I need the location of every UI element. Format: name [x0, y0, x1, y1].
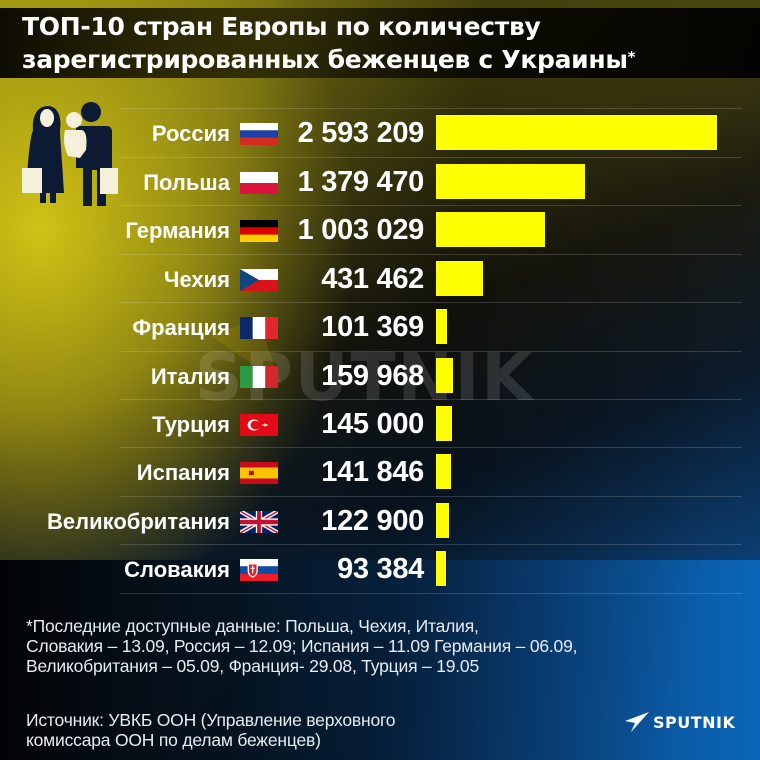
footnote: *Последние доступные данные: Польша, Чех… [26, 616, 746, 676]
value-label: 2 593 209 [297, 117, 425, 149]
value-label: 93 384 [337, 553, 424, 585]
title-asterisk: * [627, 48, 636, 66]
chart-title: ТОП-10 стран Европы по количеству зареги… [22, 10, 752, 76]
title-band [0, 8, 760, 78]
country-label: Словакия [124, 557, 230, 582]
bar [436, 454, 451, 489]
chart-row-italy: Италия 159 968 [0, 353, 760, 401]
row-divider [120, 351, 742, 352]
country-label: Польша [143, 170, 230, 195]
row-divider [120, 302, 742, 303]
country-label: Италия [150, 364, 230, 389]
turkey-flag-icon [240, 414, 278, 436]
country-label: Германия [125, 218, 230, 243]
bar [436, 309, 447, 344]
country-label: Турция [152, 412, 230, 437]
source-line-1: Источник: УВКБ ООН (Управление верховног… [26, 710, 396, 730]
refugees-family-icon [22, 102, 118, 206]
row-divider [120, 593, 742, 594]
value-label: 431 462 [321, 263, 424, 295]
sputnik-wing-icon [625, 712, 649, 732]
source-note: Источник: УВКБ ООН (Управление верховног… [26, 710, 586, 750]
slovakia-flag-icon [240, 559, 278, 581]
value-label: 1 379 470 [297, 166, 425, 198]
chart-row-poland: Польша 1 379 470 [0, 159, 760, 207]
bar [436, 551, 446, 586]
row-divider [120, 399, 742, 400]
footnote-line-1: *Последние доступные данные: Польша, Чех… [26, 616, 479, 636]
germany-flag-icon [240, 220, 278, 242]
chart-row-germany: Германия 1 003 029 [0, 207, 760, 255]
chart-row-slovakia: Словакия 93 384 [0, 546, 760, 594]
italy-flag-icon [240, 366, 278, 388]
value-label: 159 968 [321, 360, 424, 392]
country-label: Россия [151, 121, 230, 146]
chart-row-czechia: Чехия 431 462 [0, 256, 760, 304]
source-line-2: комиссара ООН по делам беженцев) [26, 730, 321, 750]
sputnik-logo: SPUTNIK [625, 710, 735, 734]
row-divider [120, 544, 742, 545]
bar [436, 406, 452, 441]
value-label: 1 003 029 [297, 214, 425, 246]
chart-row-uk: Великобритания 122 900 [0, 498, 760, 546]
row-divider [120, 496, 742, 497]
spain-flag-icon [240, 462, 278, 484]
uk-flag-icon [240, 511, 278, 533]
chart-row-russia: Россия 2 593 209 [0, 110, 760, 158]
bar [436, 115, 717, 150]
chart-row-spain: Испания 141 846 [0, 449, 760, 497]
value-label: 141 846 [321, 456, 424, 488]
value-label: 145 000 [321, 408, 424, 440]
bar [436, 212, 545, 247]
country-label: Испания [136, 460, 230, 485]
row-divider [120, 254, 742, 255]
country-label: Чехия [164, 267, 230, 292]
row-divider [120, 108, 742, 109]
title-line-1: ТОП-10 стран Европы по количеству [22, 12, 541, 41]
row-divider [120, 447, 742, 448]
bar [436, 164, 585, 199]
bar [436, 503, 449, 538]
chart-row-france: Франция 101 369 [0, 304, 760, 352]
bar [436, 358, 453, 393]
footnote-line-3: Великобритания – 05.09, Франция- 29.08, … [26, 656, 480, 676]
row-divider [120, 157, 742, 158]
chart-row-turkey: Турция 145 000 [0, 401, 760, 449]
czechia-flag-icon [240, 269, 278, 291]
france-flag-icon [240, 317, 278, 339]
title-line-2: зарегистрированных беженцев с Украины* [22, 45, 636, 74]
russia-flag-icon [240, 123, 278, 145]
bar [436, 261, 483, 296]
country-label: Франция [132, 315, 230, 340]
row-divider [120, 205, 742, 206]
logo-text: SPUTNIK [653, 712, 736, 732]
value-label: 122 900 [321, 505, 424, 537]
footnote-line-2: Словакия – 13.09, Россия – 12.09; Испани… [26, 636, 578, 656]
value-label: 101 369 [321, 311, 424, 343]
country-label: Великобритания [47, 509, 230, 534]
poland-flag-icon [240, 172, 278, 194]
background-bottom [0, 560, 760, 760]
